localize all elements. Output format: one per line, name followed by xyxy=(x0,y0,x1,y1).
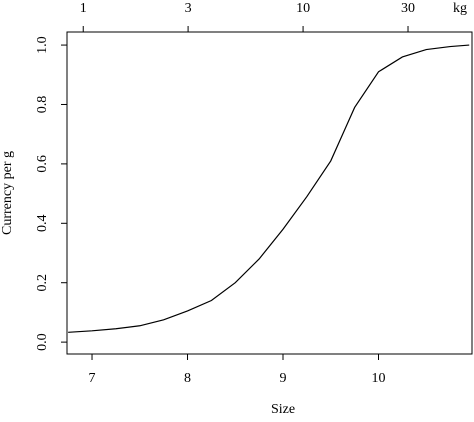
plot-frame xyxy=(66,31,473,355)
top-x-tick-label: 10 xyxy=(296,1,310,16)
y-axis-label: Currency per g xyxy=(0,151,15,235)
x-axis-label: Size xyxy=(271,402,295,417)
top-x-tick-label: 30 xyxy=(401,1,415,16)
top-x-tick-label: 3 xyxy=(185,1,192,16)
y-tick-label: 0.6 xyxy=(35,155,50,173)
x-tick-label: 9 xyxy=(280,371,287,386)
y-tick-label: 0.8 xyxy=(35,96,50,114)
x-tick-label: 10 xyxy=(372,371,386,386)
x-tick-label: 8 xyxy=(184,371,191,386)
top-x-tick-label: 1 xyxy=(80,1,87,16)
top-axis-unit: kg xyxy=(453,1,467,16)
y-tick-label: 0.4 xyxy=(35,215,50,233)
y-tick-label: 1.0 xyxy=(35,36,50,54)
y-tick-label: 0.2 xyxy=(35,274,50,292)
y-tick-label: 0.0 xyxy=(35,333,50,351)
x-tick-label: 7 xyxy=(89,371,96,386)
curve xyxy=(68,44,470,333)
